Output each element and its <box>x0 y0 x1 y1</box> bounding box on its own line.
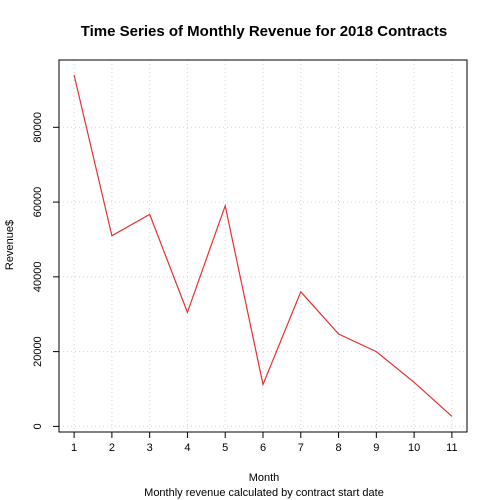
x-tick-label: 1 <box>71 442 77 454</box>
series-layer <box>74 75 452 416</box>
y-tick-label: 20000 <box>32 336 44 367</box>
y-tick-label: 80000 <box>32 112 44 143</box>
y-tick-label: 0 <box>32 423 44 429</box>
x-tick-label: 7 <box>298 442 304 454</box>
x-axis: 1 2 3 4 5 6 7 8 9 10 11 <box>71 432 458 454</box>
x-tick-label: 9 <box>373 442 379 454</box>
x-tick-label: 4 <box>184 442 190 454</box>
x-tick-label: 2 <box>109 442 115 454</box>
y-axis: 0 20000 40000 60000 80000 <box>32 112 59 429</box>
y-tick-label: 60000 <box>32 187 44 218</box>
chart-subtitle: Monthly revenue calculated by contract s… <box>144 487 384 499</box>
y-tick-label: 40000 <box>32 262 44 293</box>
x-tick-label: 5 <box>222 442 228 454</box>
series-line-0 <box>74 75 452 416</box>
chart-title: Time Series of Monthly Revenue for 2018 … <box>81 23 448 40</box>
x-tick-label: 8 <box>335 442 341 454</box>
x-axis-label: Month <box>249 472 280 484</box>
x-tick-label: 3 <box>147 442 153 454</box>
x-tick-label: 6 <box>260 442 266 454</box>
x-tick-label: 10 <box>408 442 420 454</box>
x-tick-label: 11 <box>446 442 457 454</box>
y-axis-label: Revenue$ <box>4 220 16 270</box>
